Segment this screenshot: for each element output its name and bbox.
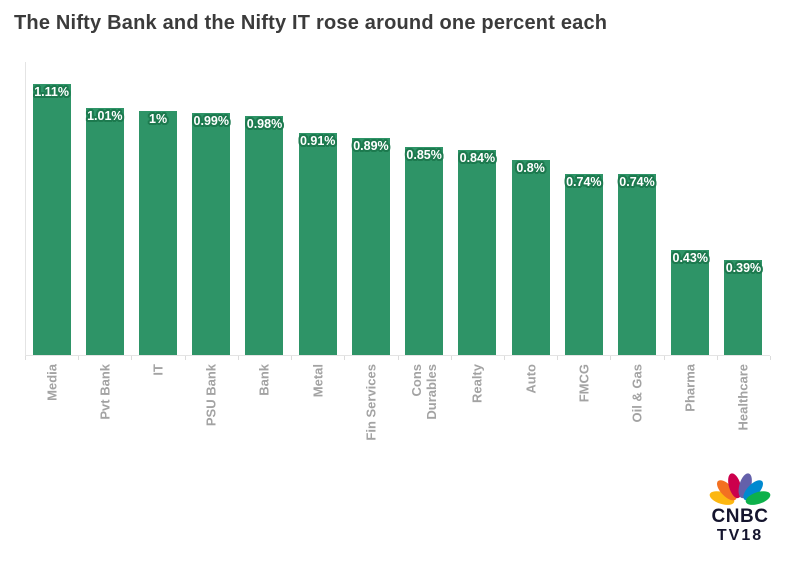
bar: 0.99% <box>192 113 231 355</box>
x-axis-ticks <box>25 356 771 361</box>
x-axis-tick <box>344 356 346 360</box>
bar-value-label: 0.89% <box>353 138 389 153</box>
bar-value-label: 1.01% <box>87 109 123 124</box>
bar-slot: 1.01% <box>78 62 131 355</box>
logo-text-cnbc: CNBC <box>711 506 769 527</box>
x-axis-label-slot: Bank <box>238 356 291 466</box>
x-axis-label: Cons Durables <box>409 364 440 420</box>
x-axis-label-slot: Auto <box>504 356 557 466</box>
x-axis-tick <box>450 356 452 360</box>
bar-slot: 1% <box>131 62 184 355</box>
x-axis-tick <box>291 356 293 360</box>
x-axis-label: FMCG <box>576 364 592 403</box>
x-axis-label-slot: PSU Bank <box>185 356 238 466</box>
cnbc-peacock-icon <box>709 473 771 505</box>
x-axis-label: Realty <box>469 364 485 404</box>
bar: 0.89% <box>351 137 390 355</box>
bar-slot: 0.39% <box>717 62 770 355</box>
x-axis-label: IT <box>150 364 166 376</box>
bar-value-label: 0.39% <box>725 260 762 275</box>
bar-value-label: 0.85% <box>406 148 442 163</box>
bar-slot: 0.98% <box>238 62 291 355</box>
bar-value-label: 0.84% <box>459 150 496 165</box>
x-axis-label-slot: Media <box>25 356 78 466</box>
bars-row: 1.11% 1.01% 1% 0.99% 0.98% 0.91% 0.89% 0.85% 0.8… <box>25 62 770 355</box>
x-axis-label: Media <box>44 364 60 401</box>
bar: 0.74% <box>564 174 603 355</box>
bar: 1.01% <box>85 108 124 355</box>
x-axis-label: Auto <box>523 364 539 394</box>
bar-value-label: 0.74% <box>619 175 655 190</box>
bar-value-label: 0.43% <box>672 251 708 266</box>
x-axis-label-slot: Pharma <box>664 356 717 466</box>
bar-slot: 0.74% <box>610 62 663 355</box>
x-axis-label-slot: Pvt Bank <box>78 356 131 466</box>
x-axis-tick <box>25 356 26 360</box>
x-axis-label: Bank <box>256 364 272 396</box>
bar-value-label: 0.91% <box>299 133 336 148</box>
cnbc-tv18-logo: CNBC TV18 <box>698 464 782 544</box>
bar-slot: 0.91% <box>291 62 344 355</box>
x-axis-label: Metal <box>310 364 326 398</box>
bar-slot: 0.84% <box>451 62 504 355</box>
bar-slot: 0.99% <box>185 62 238 355</box>
chart-title: The Nifty Bank and the Nifty IT rose aro… <box>14 12 608 34</box>
x-axis-label-slot: Metal <box>291 356 344 466</box>
bar-value-label: 0.8% <box>516 160 545 175</box>
x-axis-tick <box>78 356 80 360</box>
x-axis-tick <box>397 356 399 360</box>
bar: 0.98% <box>245 115 284 355</box>
bar-slot: 0.85% <box>398 62 451 355</box>
bar-slot: 0.74% <box>557 62 610 355</box>
x-axis-labels: Media Pvt Bank IT PSU Bank Bank Metal Fin Serv… <box>25 356 770 466</box>
x-axis-line <box>25 355 770 356</box>
bar: 0.85% <box>405 147 444 355</box>
x-axis-tick <box>610 356 612 360</box>
x-axis-tick <box>503 356 505 360</box>
bar-value-label: 0.74% <box>566 175 602 190</box>
bar-slot: 0.43% <box>664 62 717 355</box>
bar-value-label: 0.98% <box>246 116 283 131</box>
x-axis-label: PSU Bank <box>203 364 219 427</box>
x-axis-tick <box>237 356 239 360</box>
x-axis-label-slot: FMCG <box>557 356 610 466</box>
bar-value-label: 1% <box>149 111 168 126</box>
bar: 0.8% <box>511 159 550 355</box>
bar: 0.39% <box>724 259 763 355</box>
x-axis-label-slot: IT <box>131 356 184 466</box>
y-axis-line <box>25 62 26 356</box>
x-axis-tick <box>663 356 665 360</box>
x-axis-label: Healthcare <box>735 364 751 431</box>
x-axis-tick <box>716 356 718 360</box>
x-axis-label-slot: Healthcare <box>717 356 770 466</box>
x-axis-tick <box>770 356 771 360</box>
bar-value-label: 0.99% <box>193 114 229 129</box>
x-axis-label: Fin Services <box>363 364 379 441</box>
x-axis-label: Pvt Bank <box>97 364 113 420</box>
bar: 0.91% <box>298 132 337 355</box>
bar-value-label: 1.11% <box>34 84 69 99</box>
x-axis-tick <box>184 356 186 360</box>
bar-slot: 0.89% <box>344 62 397 355</box>
x-axis-label-slot: Oil & Gas <box>610 356 663 466</box>
x-axis-label-slot: Cons Durables <box>398 356 451 466</box>
bar: 0.43% <box>671 250 710 355</box>
x-axis-label-slot: Realty <box>451 356 504 466</box>
x-axis-tick <box>557 356 559 360</box>
x-axis-label-slot: Fin Services <box>344 356 397 466</box>
bar-slot: 1.11% <box>25 62 78 355</box>
bar: 1% <box>139 110 178 355</box>
logo-text-tv18: TV18 <box>716 527 764 544</box>
x-axis-label: Oil & Gas <box>629 364 645 423</box>
bar: 0.84% <box>458 149 497 355</box>
bar-slot: 0.8% <box>504 62 557 355</box>
x-axis-tick <box>131 356 133 360</box>
bar: 1.11% <box>32 83 71 355</box>
x-axis-label: Pharma <box>682 364 698 412</box>
bar: 0.74% <box>618 174 657 355</box>
